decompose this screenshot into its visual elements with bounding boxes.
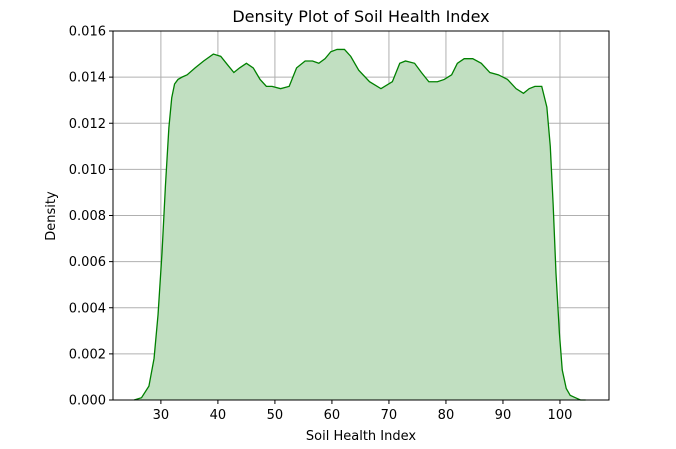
x-tick-label: 30 <box>153 408 170 423</box>
x-tick-label: 50 <box>267 408 284 423</box>
y-tick-label: 0.012 <box>69 117 106 132</box>
y-tick-label: 0.002 <box>69 347 106 362</box>
y-tick-label: 0.006 <box>69 255 106 270</box>
x-tick-label: 100 <box>548 408 573 423</box>
y-tick-label: 0.014 <box>69 71 106 86</box>
y-tick-label: 0.008 <box>69 209 106 224</box>
x-tick-label: 60 <box>324 408 341 423</box>
chart-title: Density Plot of Soil Health Index <box>232 7 489 26</box>
y-axis-label: Density <box>44 191 59 241</box>
x-tick-label: 70 <box>381 408 398 423</box>
x-axis-label: Soil Health Index <box>306 429 416 444</box>
x-tick-label: 90 <box>495 408 512 423</box>
x-tick-label: 40 <box>210 408 227 423</box>
ticks: 30 40 50 60 70 80 90 100 0.000 0.002 0.004 0.006 0.0… <box>69 25 573 424</box>
density-line <box>133 48 586 401</box>
density-area <box>134 49 586 400</box>
y-tick-label: 0.016 <box>69 25 106 40</box>
y-tick-label: 0.004 <box>69 301 106 316</box>
x-tick-label: 80 <box>438 408 455 423</box>
y-tick-label: 0.000 <box>69 394 106 409</box>
y-tick-label: 0.010 <box>69 163 106 178</box>
